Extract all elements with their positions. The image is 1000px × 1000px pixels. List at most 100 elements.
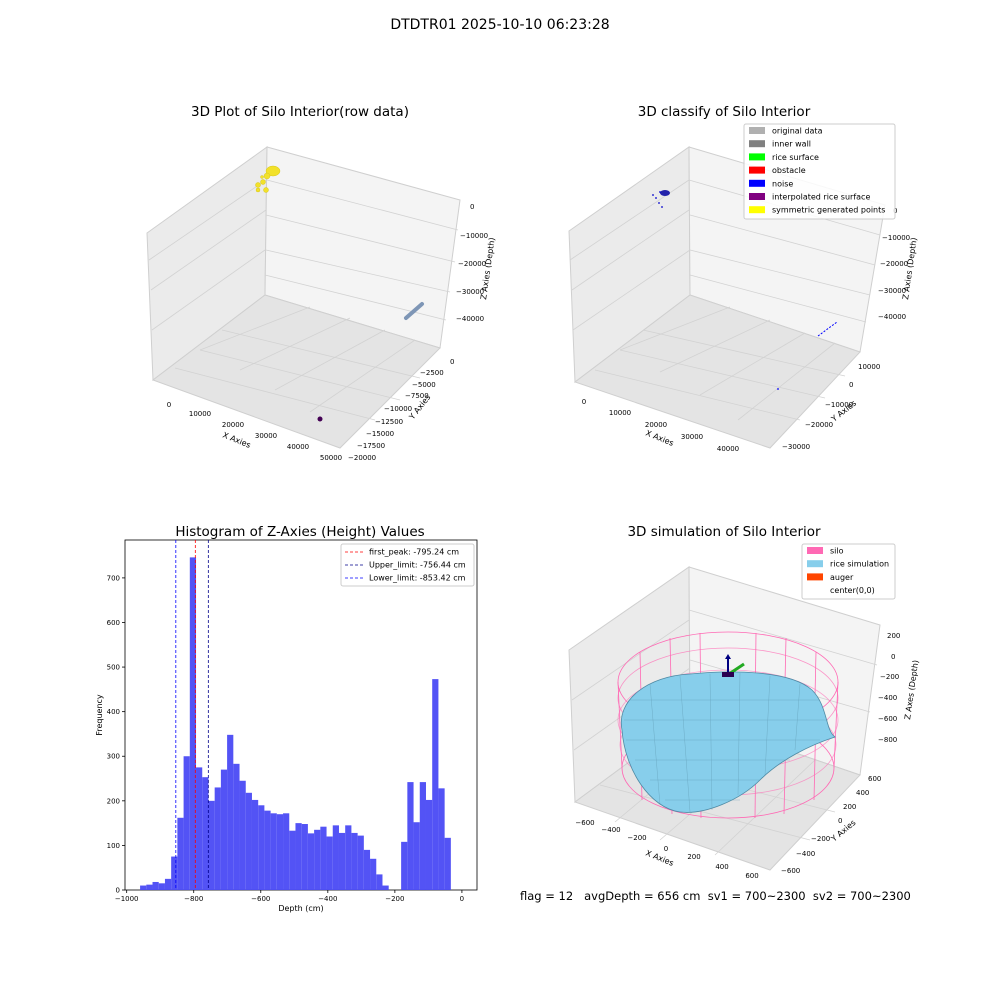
p4-ztick-5: 200 (887, 632, 900, 640)
hist-xlabel: Depth (cm) (278, 904, 323, 913)
hist-xtick-label: −400 (318, 895, 337, 903)
legend-swatch (749, 193, 765, 200)
auger-z-arrowhead (725, 654, 731, 659)
histogram-bar (276, 814, 284, 890)
rice-surface (620, 671, 836, 813)
legend-swatch (749, 140, 765, 148)
panel-simulation-3d: 3D simulation of Silo Interior (568, 524, 920, 880)
p1-xtick-5: 50000 (320, 454, 342, 462)
hist-ytick-label: 200 (107, 797, 120, 805)
histogram-bar (283, 813, 290, 890)
panel2-noise-points (652, 190, 670, 208)
legend-label: silo (830, 547, 844, 556)
legend-swatch (749, 206, 765, 214)
legend-label: interpolated rice surface (772, 193, 870, 202)
p2-xtick-2: 20000 (645, 421, 667, 429)
p4-ztick-1: −600 (878, 715, 897, 723)
p1-ztick-1: −30000 (456, 288, 484, 296)
legend-swatch (749, 127, 765, 134)
histogram-bar (295, 823, 302, 890)
p1-ytick-7: −2500 (420, 369, 444, 377)
panel4-legend: silo rice simulation auger center(0,0) (801, 543, 896, 600)
auger-assembly (722, 654, 745, 677)
p2-ytick-2: −10000 (825, 401, 853, 409)
histogram-bar (370, 858, 377, 890)
histogram-bar (202, 777, 209, 890)
histogram-bar (264, 810, 271, 890)
panel3-title: Histogram of Z-Axies (Height) Values (175, 524, 424, 540)
p1-xlabel: X Axies (221, 431, 252, 450)
histogram-bar (357, 835, 364, 890)
p4-xtick-3: 0 (664, 845, 668, 853)
rice-surface-mesh (624, 672, 828, 813)
histogram-bar (146, 884, 153, 890)
p2-ztick-2: −20000 (880, 260, 908, 268)
legend-label: noise (772, 179, 793, 188)
hist-ytick-label: 700 (107, 574, 120, 582)
p2-xtick-3: 30000 (681, 433, 703, 441)
histogram-bar (208, 800, 215, 890)
hist-ytick-label: 600 (107, 619, 120, 627)
histogram-bar (338, 832, 346, 890)
p4-ztick-3: −200 (880, 673, 899, 681)
histogram-bar (258, 805, 265, 890)
p2-ztick-1: −30000 (878, 287, 906, 295)
histogram-bar (425, 799, 433, 890)
histogram-bar (177, 817, 184, 890)
p4-ztick-2: −400 (878, 694, 897, 702)
p4-zlabel: Z Axes (Depth) (903, 659, 920, 720)
p4-ylabel: Y Axies (829, 818, 858, 844)
histogram-bar (171, 856, 178, 890)
histogram-bar (432, 679, 439, 890)
p2-ztick-0: −40000 (878, 313, 906, 321)
hist-ytick-label: 100 (107, 842, 120, 850)
p1-ytick-2: −15000 (366, 430, 394, 438)
legend-swatch (807, 586, 823, 594)
p2-zlabel: Z Axies (Depth) (901, 237, 919, 300)
p4-xtick-4: 200 (687, 853, 700, 861)
histogram-bar (152, 881, 159, 890)
panel2-legend: original data inner wall rice surface obsta… (743, 123, 896, 220)
hist-ytick-label: 300 (107, 753, 120, 761)
p2-xtick-4: 40000 (717, 445, 739, 453)
hist-xtick-label: 0 (460, 895, 464, 903)
p4-ytick-1: −400 (796, 850, 815, 858)
panel1-title: 3D Plot of Silo Interior(row data) (191, 104, 409, 120)
p1-ztick-4: 0 (470, 203, 474, 211)
panel-histogram: Histogram of Z-Axies (Height) Values −10… (95, 524, 478, 913)
panel2-noise-line (817, 321, 838, 337)
p4-ytick-2: −200 (811, 835, 830, 843)
histogram-bar (189, 557, 197, 890)
hist-xtick-label: −600 (251, 895, 270, 903)
p1-xtick-3: 30000 (255, 432, 277, 440)
p4-xtick-2: −200 (627, 834, 646, 842)
legend-swatch (807, 547, 823, 554)
histogram-bar (332, 825, 339, 890)
p4-xtick-5: 400 (715, 863, 728, 871)
histogram-bar (382, 885, 389, 890)
legend-swatch (807, 573, 823, 581)
p1-ztick-0: −40000 (456, 315, 484, 323)
p2-ztick-3: −10000 (882, 234, 910, 242)
p4-ztick-4: 0 (891, 653, 895, 661)
legend-label: rice simulation (830, 560, 889, 569)
legend-swatch (749, 179, 765, 187)
p1-ztick-2: −20000 (458, 260, 486, 268)
legend-label: rice surface (772, 153, 819, 162)
hist-legend-label: first_peak: -795.24 cm (369, 548, 459, 557)
histogram-bar (326, 836, 333, 890)
legend-label: original data (772, 127, 823, 136)
p4-ytick-3: 0 (838, 817, 842, 825)
p4-xtick-0: −600 (575, 819, 594, 827)
histogram-bar (314, 829, 321, 890)
p4-ytick-0: −600 (781, 867, 800, 875)
histogram-bar (251, 799, 259, 890)
p2-ytick-4: 10000 (858, 363, 880, 371)
histogram-bar (270, 813, 277, 890)
p2-xlabel: X Axies (644, 429, 675, 448)
panel1-blue-points (404, 302, 424, 320)
hist-xtick-label: −200 (385, 895, 404, 903)
histogram-bar (345, 825, 352, 890)
p1-xtick-1: 10000 (189, 410, 211, 418)
